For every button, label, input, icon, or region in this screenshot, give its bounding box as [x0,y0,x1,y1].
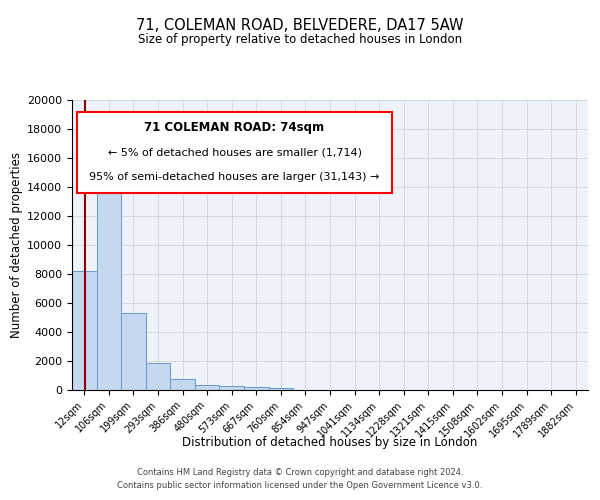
Bar [269,388,293,390]
Text: ← 5% of detached houses are smaller (1,714): ← 5% of detached houses are smaller (1,7… [107,147,362,157]
Bar [72,271,97,390]
Bar [220,386,244,390]
Text: 71, COLEMAN ROAD, BELVEDERE, DA17 5AW: 71, COLEMAN ROAD, BELVEDERE, DA17 5AW [136,18,464,32]
Bar [97,150,121,390]
Text: Size of property relative to detached houses in London: Size of property relative to detached ho… [138,32,462,46]
Bar [195,385,220,390]
Text: Contains public sector information licensed under the Open Government Licence v3: Contains public sector information licen… [118,480,482,490]
Y-axis label: Number of detached properties: Number of detached properties [10,152,23,338]
Bar [146,363,170,390]
Bar [170,379,195,390]
Bar [244,387,269,390]
Text: Distribution of detached houses by size in London: Distribution of detached houses by size … [182,436,478,449]
Text: Contains HM Land Registry data © Crown copyright and database right 2024.: Contains HM Land Registry data © Crown c… [137,468,463,477]
Bar [121,313,146,390]
Text: 95% of semi-detached houses are larger (31,143) →: 95% of semi-detached houses are larger (… [89,172,380,181]
Text: 71 COLEMAN ROAD: 74sqm: 71 COLEMAN ROAD: 74sqm [145,122,325,134]
